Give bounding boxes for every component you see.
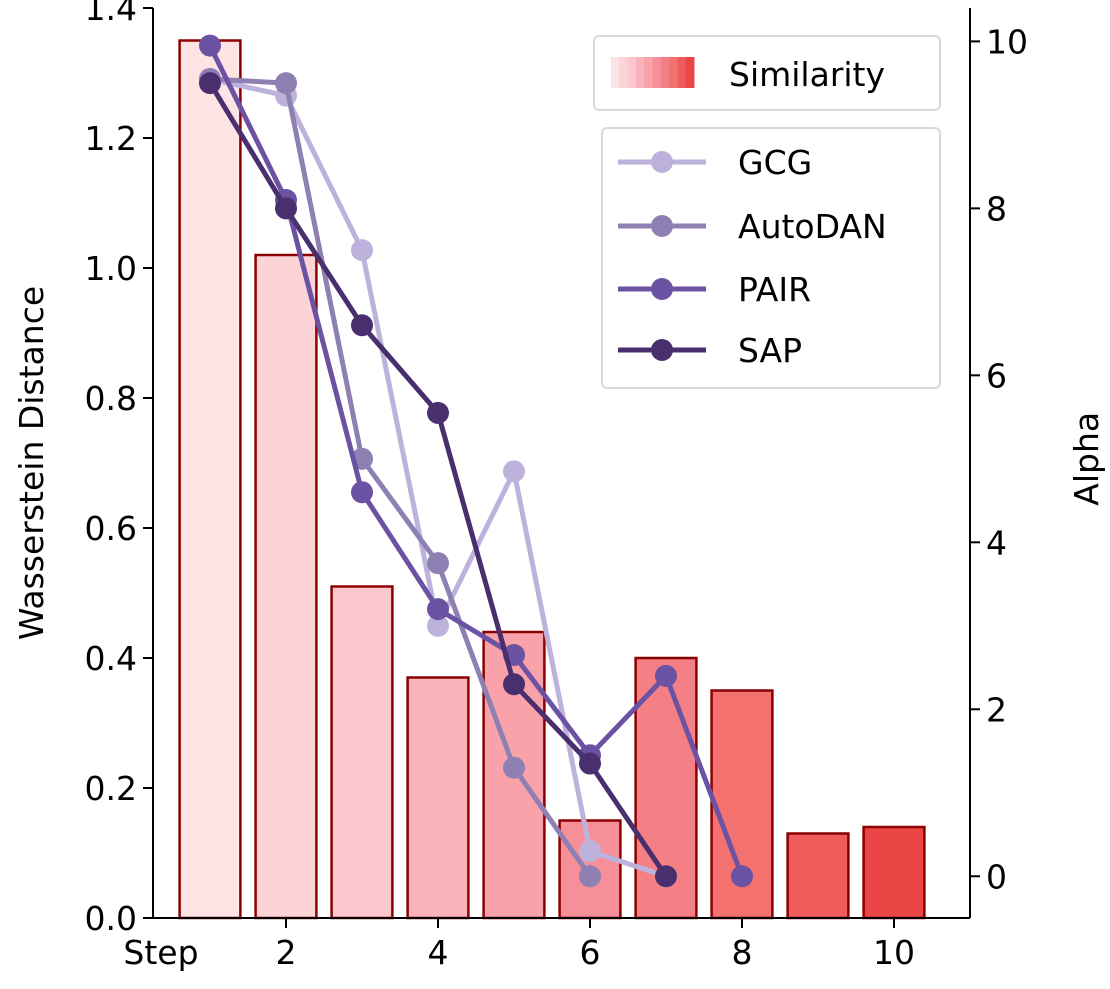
y-right-axis-label: Alpha bbox=[1067, 412, 1106, 506]
legend-series-frame bbox=[601, 127, 941, 389]
legend-similarity-swatch-segment bbox=[685, 57, 695, 88]
point-pair-1 bbox=[199, 34, 221, 57]
y-right-tick-label: 2 bbox=[986, 690, 1007, 729]
legend-similarity-swatch-segment bbox=[627, 57, 637, 88]
x-axis-label: Step bbox=[123, 933, 198, 972]
legend-similarity-swatch-segment bbox=[644, 57, 653, 88]
axes-layer: 0.0 0.2 0.4 0.6 0.8 1.0 1.2 1.4 0 2 4 6 8 10 2 4 6 8 10 Ste… bbox=[12, 0, 1106, 972]
point-pair-8 bbox=[731, 865, 753, 888]
legend-label-gcg: GCG bbox=[738, 143, 812, 182]
legend-similarity: Similarity bbox=[593, 35, 941, 111]
y-axis-label: Wasserstein Distance bbox=[12, 286, 51, 640]
y-right-tick-label: 10 bbox=[986, 22, 1028, 61]
series-line-pair bbox=[207, 43, 745, 879]
bar-step-2 bbox=[254, 253, 318, 920]
point-gcg-3 bbox=[351, 239, 373, 262]
legend-similarity-swatch-segment bbox=[677, 57, 687, 88]
lines-layer bbox=[199, 34, 753, 888]
legend-marker-sap bbox=[651, 339, 673, 361]
point-gcg-4 bbox=[427, 614, 449, 637]
point-sap-4 bbox=[427, 401, 449, 424]
x-tick-label: 8 bbox=[732, 933, 753, 972]
point-autodan-4 bbox=[427, 552, 449, 575]
legend-similarity-swatch-segment bbox=[652, 57, 662, 88]
bar-step-10 bbox=[862, 825, 926, 920]
series-line-autodan bbox=[207, 76, 593, 879]
legend-similarity-swatch-segment bbox=[611, 57, 620, 88]
legend-similarity-swatch-segment bbox=[669, 57, 678, 88]
point-gcg-6 bbox=[579, 840, 601, 863]
legend-similarity-frame bbox=[593, 35, 941, 111]
bar-step-1 bbox=[178, 39, 242, 920]
point-autodan-5 bbox=[503, 756, 525, 779]
point-autodan-6 bbox=[579, 865, 601, 888]
x-tick-label: 6 bbox=[580, 933, 601, 972]
point-pair-3 bbox=[351, 481, 373, 504]
legend-similarity-label: Similarity bbox=[729, 55, 885, 94]
legend-marker-autodan bbox=[651, 215, 673, 237]
x-tick-label: 4 bbox=[428, 933, 449, 972]
point-sap-1 bbox=[199, 72, 221, 95]
y-tick-label: 0.2 bbox=[85, 769, 137, 808]
bar-step-3 bbox=[330, 585, 394, 920]
legend-label-autodan: AutoDAN bbox=[738, 207, 887, 246]
legend-label-sap: SAP bbox=[738, 331, 802, 370]
point-pair-7 bbox=[655, 664, 677, 687]
y-tick-label: 0.8 bbox=[85, 379, 137, 418]
y-tick-label: 0.4 bbox=[85, 639, 137, 678]
y-tick-label: 0.6 bbox=[85, 509, 137, 548]
point-sap-2 bbox=[275, 197, 297, 220]
point-gcg-5 bbox=[503, 460, 525, 483]
y-right-tick-label: 8 bbox=[986, 189, 1007, 228]
y-tick-label: 1.2 bbox=[85, 119, 137, 158]
point-sap-3 bbox=[351, 314, 373, 337]
legend-marker-pair bbox=[651, 278, 673, 300]
y-right-tick-label: 0 bbox=[986, 857, 1007, 896]
bar-step-9 bbox=[786, 832, 850, 920]
legend-label-pair: PAIR bbox=[738, 270, 811, 309]
y-right-tick-label: 4 bbox=[986, 523, 1007, 562]
x-tick-label: 2 bbox=[276, 933, 297, 972]
legend-layer: Similarity GCG AutoDAN PAIR SAP bbox=[593, 35, 941, 389]
x-tick-label: 10 bbox=[873, 933, 915, 972]
y-tick-label: 1.4 bbox=[85, 0, 137, 28]
y-tick-label: 0.0 bbox=[85, 899, 137, 938]
bar-step-4 bbox=[406, 676, 470, 920]
legend-similarity-swatch-segment bbox=[660, 57, 670, 88]
legend-similarity-swatch-segment bbox=[619, 57, 629, 88]
bars-layer bbox=[178, 39, 926, 920]
point-autodan-2 bbox=[275, 72, 297, 95]
point-sap-7 bbox=[655, 865, 677, 888]
legend-series: GCG AutoDAN PAIR SAP bbox=[601, 127, 941, 389]
point-pair-4 bbox=[427, 598, 449, 621]
point-sap-6 bbox=[579, 752, 601, 775]
y-tick-label: 1.0 bbox=[85, 249, 137, 288]
legend-similarity-swatch-segment bbox=[635, 57, 645, 88]
legend-marker-gcg bbox=[651, 151, 673, 173]
y-right-tick-label: 6 bbox=[986, 356, 1007, 395]
point-sap-5 bbox=[503, 673, 525, 696]
